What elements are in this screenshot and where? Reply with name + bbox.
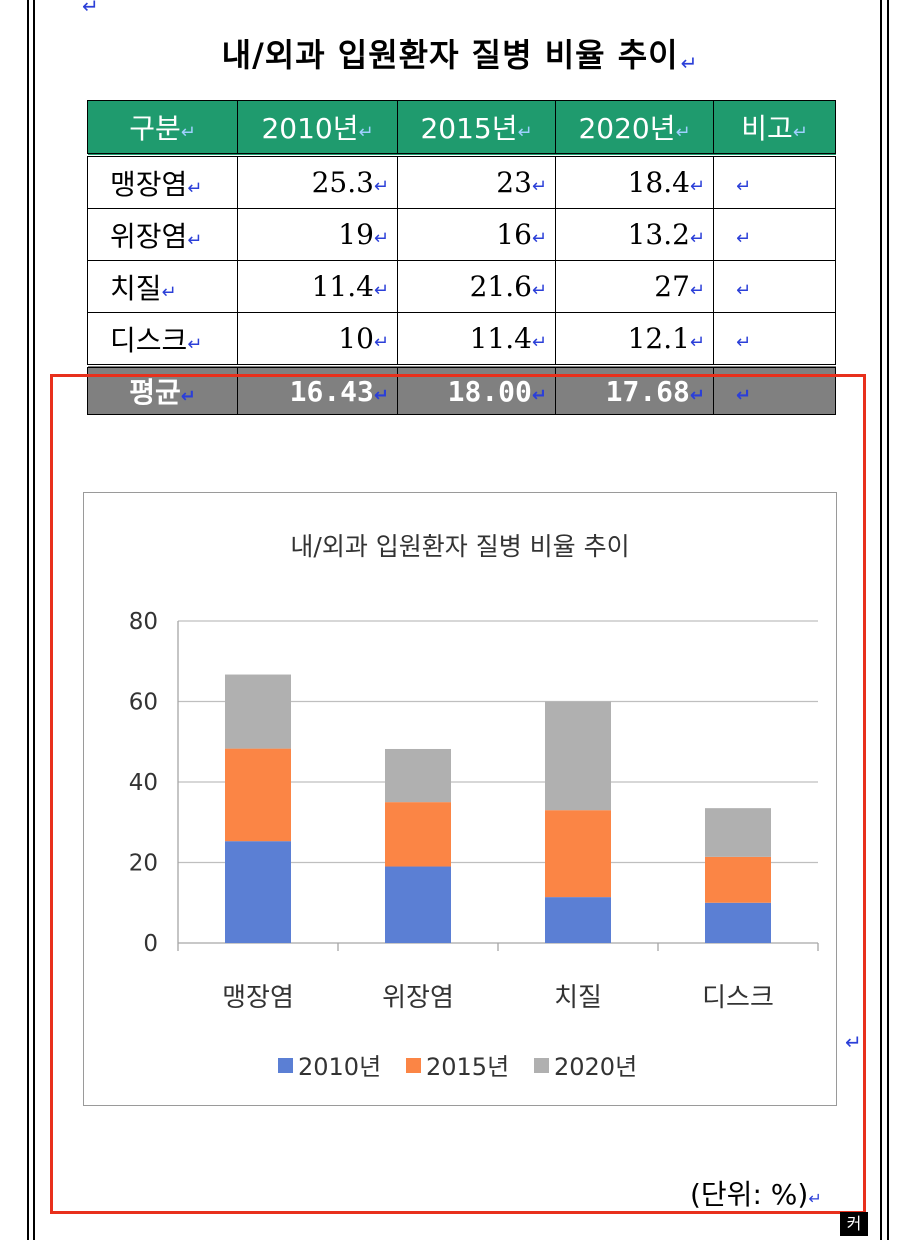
chart-title: 내/외과 입원환자 질병 비율 추이 <box>290 532 629 561</box>
bar-segment <box>545 897 611 943</box>
header-cell-category[interactable]: 구분↵ <box>87 100 238 157</box>
legend-label: 2010년 <box>298 1053 381 1081</box>
cell-2015[interactable]: 23↵ <box>397 154 556 209</box>
paragraph-mark-top: ↵ <box>82 0 99 18</box>
y-tick-label: 60 <box>129 690 158 716</box>
unit-note: (단위: %)↵ <box>690 1178 822 1211</box>
table-row: 위장염↵ 19↵ 16↵ 13.2↵ ↵ <box>87 208 836 261</box>
cell-memo[interactable]: ↵ <box>713 312 836 367</box>
paragraph-mark: ↵ <box>680 51 699 75</box>
page-border-left-inner <box>33 0 35 1240</box>
table-row: 디스크↵ 10↵ 11.4↵ 12.1↵ ↵ <box>87 312 836 367</box>
bar-segment <box>705 902 771 943</box>
cell-memo[interactable]: ↵ <box>713 154 836 209</box>
y-tick-label: 40 <box>129 770 158 796</box>
document-title-text: 내/외과 입원환자 질병 비율 추이 <box>221 36 679 74</box>
bar-segment <box>225 748 291 842</box>
cell-2020[interactable]: 18.4↵ <box>555 154 714 209</box>
legend-label: 2015년 <box>426 1053 509 1081</box>
table-average-row: 평균↵ 16.43↵ 18.00↵ 17.68↵ ↵ <box>87 364 836 415</box>
y-tick-label: 80 <box>129 609 158 635</box>
legend-swatch <box>406 1058 421 1073</box>
header-cell-2020[interactable]: 2020년↵ <box>555 100 714 157</box>
cell-2015[interactable]: 21.6↵ <box>397 260 556 313</box>
stacked-bar-chart[interactable]: 내/외과 입원환자 질병 비율 추이 0 20 40 60 80 맹장염 위장염 치질 디스크 20… <box>83 492 837 1106</box>
bar-segment <box>385 748 451 803</box>
paragraph-mark-right: ↵ <box>845 1030 862 1054</box>
cell-2010[interactable]: 10↵ <box>237 312 398 367</box>
selection-highlight-box <box>50 374 866 1214</box>
header-cell-2015[interactable]: 2015년↵ <box>397 100 556 157</box>
cell-label[interactable]: 디스크↵ <box>87 312 238 367</box>
cell-2015[interactable]: 16↵ <box>397 208 556 261</box>
x-tick-label: 디스크 <box>702 983 774 1013</box>
page-border-right-outer <box>887 0 889 1240</box>
legend-label: 2020년 <box>554 1053 637 1081</box>
bar-segment <box>385 802 451 867</box>
table-row: 치질↵ 11.4↵ 21.6↵ 27↵ ↵ <box>87 260 836 313</box>
table-row: 맹장염↵ 25.3↵ 23↵ 18.4↵ ↵ <box>87 154 836 209</box>
bar-segment <box>225 841 291 943</box>
page-border-right-inner <box>880 0 882 1240</box>
bar-segment <box>705 856 771 903</box>
x-tick-label: 맹장염 <box>222 983 294 1013</box>
legend-swatch <box>534 1058 549 1073</box>
y-tick-label: 20 <box>129 851 158 877</box>
document-title[interactable]: 내/외과 입원환자 질병 비율 추이 ↵ <box>0 30 920 76</box>
page-border-left-outer <box>27 0 29 1240</box>
cell-memo[interactable]: ↵ <box>713 208 836 261</box>
cell-2010[interactable]: 19↵ <box>237 208 398 261</box>
bar-segment <box>705 808 771 857</box>
cell-2020[interactable]: 12.1↵ <box>555 312 714 367</box>
cell-2015[interactable]: 11.4↵ <box>397 312 556 367</box>
y-tick-label: 0 <box>143 931 158 957</box>
cell-average-2010[interactable]: 16.43↵ <box>237 364 398 415</box>
bar-segment <box>545 701 611 811</box>
cell-label[interactable]: 치질↵ <box>87 260 238 313</box>
cell-2020[interactable]: 13.2↵ <box>555 208 714 261</box>
x-tick-label: 위장염 <box>382 983 454 1013</box>
cell-2010[interactable]: 25.3↵ <box>237 154 398 209</box>
cell-2010[interactable]: 11.4↵ <box>237 260 398 313</box>
bar-segment <box>225 674 291 749</box>
cell-2020[interactable]: 27↵ <box>555 260 714 313</box>
bar-segment <box>545 810 611 898</box>
header-cell-memo[interactable]: 비고↵ <box>713 100 836 157</box>
cell-label[interactable]: 맹장염↵ <box>87 154 238 209</box>
legend-swatch <box>278 1058 293 1073</box>
cell-label[interactable]: 위장염↵ <box>87 208 238 261</box>
chart-frame[interactable] <box>83 492 837 1106</box>
cell-memo[interactable]: ↵ <box>713 260 836 313</box>
disease-ratio-table[interactable]: 구분↵ 2010년↵ 2015년↵ 2020년↵ 비고↵ 맹장염↵ 25.3↵ … <box>87 100 836 415</box>
header-cell-2010[interactable]: 2010년↵ <box>237 100 398 157</box>
table-header-row: 구분↵ 2010년↵ 2015년↵ 2020년↵ 비고↵ <box>87 100 836 157</box>
bar-segment <box>385 866 451 943</box>
corner-marker: 커 <box>840 1212 868 1236</box>
x-tick-label: 치질 <box>554 983 602 1013</box>
